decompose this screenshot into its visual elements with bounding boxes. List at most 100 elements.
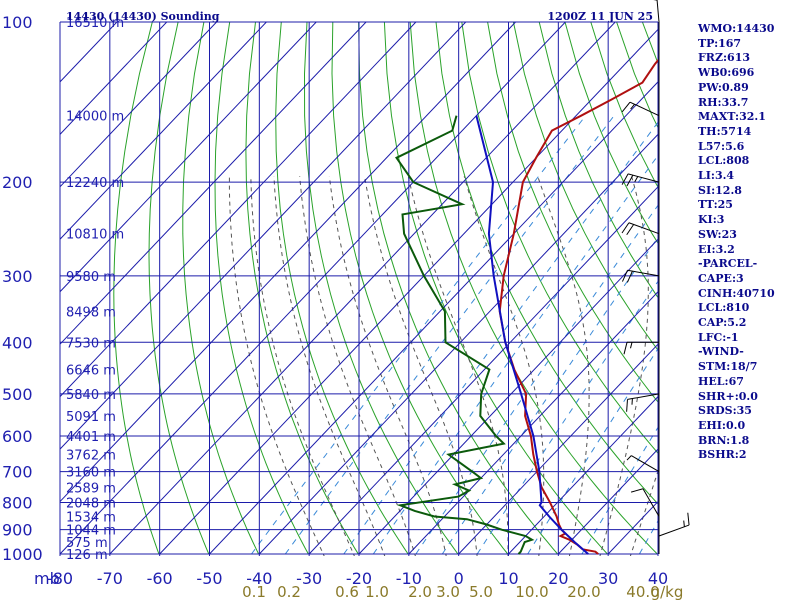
height-label: 5091 m (66, 410, 116, 425)
wind-barb-flag (626, 399, 628, 412)
pressure-unit-label: mb (34, 569, 60, 588)
dry-adiabat (564, 22, 658, 245)
wind-barb (621, 101, 660, 117)
wind-barb (621, 222, 660, 235)
mixing-ratio-label: g/kg (651, 583, 684, 600)
pressure-tick-label: 200 (2, 173, 33, 192)
height-label: 6646 m (66, 364, 116, 379)
wind-barb-shaft (631, 455, 660, 473)
temperature-tick-label: -50 (196, 569, 222, 588)
index-item: HEL:67 (698, 374, 744, 388)
index-item: KI:3 (698, 213, 725, 227)
wind-barb-flag (623, 342, 628, 355)
index-item: PW:0.89 (698, 80, 749, 94)
wind-barb (626, 455, 660, 473)
wind-barb-flag (626, 270, 633, 283)
mixing-ratio-label: 0.1 (242, 583, 266, 600)
mixing-ratio-label: 10.0 (515, 583, 548, 600)
temperature-line (498, 58, 658, 555)
index-item: TP:167 (698, 36, 742, 50)
mixing-ratio-label: 20.0 (567, 583, 600, 600)
height-label: 1534 m (66, 510, 116, 525)
index-item: STM:18/7 (698, 360, 758, 374)
index-item: BRN:1.8 (698, 433, 750, 447)
isotherm (209, 81, 658, 555)
temperature-tick-label: 30 (598, 569, 618, 588)
index-item: SRDS:35 (698, 404, 752, 418)
mixing-ratio-line (581, 426, 658, 555)
index-item: LCL:810 (698, 301, 750, 315)
parcel-line (475, 115, 589, 555)
temperature-tick-label: -20 (346, 569, 372, 588)
dry-adiabat (275, 22, 409, 555)
moist-adiabat (328, 176, 447, 556)
mixing-ratio-line (284, 115, 615, 555)
isotherm (60, 22, 168, 136)
wind-barb (630, 488, 660, 517)
temperature-tick-label: 40 (648, 569, 668, 588)
dry-adiabat (409, 22, 658, 555)
wind-barb-flag (621, 173, 629, 185)
pressure-tick-label: 600 (2, 427, 33, 446)
dry-adiabat (182, 22, 260, 555)
wind-barb-half (630, 342, 633, 349)
dewpoint-line (395, 115, 535, 555)
moist-adiabat (273, 176, 386, 556)
index-item: MAXT:32.1 (698, 110, 766, 124)
wind-barb (621, 269, 660, 283)
height-label: 1044 m (66, 524, 116, 539)
index-item: CAP:5.2 (698, 316, 747, 330)
mixing-ratio-line (343, 121, 658, 555)
isotherm (308, 186, 658, 555)
pressure-tick-label: 300 (2, 267, 33, 286)
temperature-tick-label: -80 (47, 569, 73, 588)
index-item: SI:12.8 (698, 183, 742, 197)
isotherm (358, 238, 658, 555)
index-item: -PARCEL- (698, 257, 758, 271)
height-label: 7530 m (66, 336, 116, 351)
height-label: 575 m (66, 536, 108, 551)
temperature-tick-label: 10 (498, 569, 518, 588)
mixing-ratio-label: 5.0 (469, 583, 493, 600)
isotherm (557, 448, 658, 555)
height-label: 16510 m (66, 16, 124, 31)
index-item: TT:25 (698, 198, 733, 212)
isotherm (258, 133, 658, 555)
height-label: 12240 m (66, 176, 124, 191)
mixing-ratio-label: 2.0 (408, 583, 432, 600)
wind-barb-half (630, 103, 635, 110)
dry-adiabat (512, 22, 658, 352)
pressure-tick-label: 700 (2, 463, 33, 482)
wind-barb-shaft (627, 173, 660, 183)
mixing-ratio-label: 40.0 (626, 583, 659, 600)
index-item: LFC:-1 (698, 330, 739, 344)
pressure-tick-label: 400 (2, 333, 33, 352)
height-label: 8498 m (66, 305, 116, 320)
wind-barb-shaft (628, 222, 660, 235)
index-item: EHI:0.0 (698, 418, 746, 432)
index-item: -WIND- (698, 345, 744, 359)
isotherm (159, 28, 658, 555)
index-item: WB0:696 (698, 66, 755, 80)
height-label: 3160 m (66, 466, 116, 481)
mixing-ratio-line (527, 347, 658, 555)
wind-barb (621, 173, 660, 187)
index-item: CAPE:3 (698, 271, 744, 285)
wind-barb-shaft (627, 269, 660, 277)
dry-adiabat (148, 22, 210, 555)
index-item: WMO:14430 (698, 22, 775, 35)
isotherm (508, 395, 658, 555)
index-item: SW:23 (698, 227, 737, 241)
temperature-tick-label: 20 (548, 569, 568, 588)
isotherm (458, 343, 658, 555)
dry-adiabat (461, 22, 658, 454)
temperature-tick-label: 0 (454, 569, 464, 588)
wind-barb-shaft (642, 488, 660, 517)
index-item: TH:5714 (698, 124, 752, 138)
wind-barb-shaft (627, 393, 660, 400)
isotherm (60, 22, 467, 450)
wind-barb-shaft (656, 0, 660, 23)
wind-barb-half (634, 176, 639, 183)
temperature-tick-label: -30 (296, 569, 322, 588)
